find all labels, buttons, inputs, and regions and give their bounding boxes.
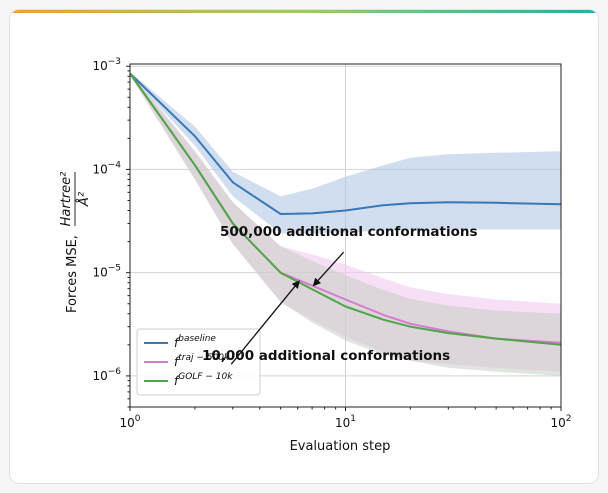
legend-label: fGOLF − 10k [174, 372, 233, 388]
confidence-band [130, 71, 561, 372]
y-tick-label: 10−4 [92, 160, 121, 176]
annotation-arrow [230, 280, 300, 365]
series-line [130, 72, 561, 346]
legend-label: fbaseline [174, 334, 216, 350]
forces-mse-chart: 100 101 102 10−3 10−4 10−5 10−6 Evaluation ste… [59, 57, 572, 454]
confidence-band [130, 71, 561, 376]
annotations: 500,000 additional conformations 10,000 a… [202, 224, 478, 365]
annotation-arrow [312, 251, 345, 287]
y-axis-label: Forces MSE, Hartree² Å² [59, 172, 92, 313]
x-tick-label: 102 [550, 414, 571, 430]
legend: fbaseline ftraj − 500k fGOLF − 10k [136, 328, 261, 396]
axis-ticks: 100 101 102 10−3 10−4 10−5 10−6 [92, 57, 571, 430]
y-axis-label-prefix: Forces MSE, [65, 235, 80, 313]
y-axis-label-denominator: Å² [76, 192, 92, 207]
x-tick-label: 101 [335, 414, 356, 430]
y-tick-label: 10−6 [92, 367, 121, 383]
confidence-band [130, 71, 561, 234]
y-axis-label-numerator: Hartree² [59, 172, 74, 227]
annotation-label: 10,000 additional conformations [202, 348, 450, 364]
x-tick-label: 100 [119, 414, 140, 430]
legend-box [136, 328, 261, 396]
y-tick-label: 10−5 [92, 264, 121, 280]
card-accent-border [10, 10, 598, 13]
series-line [130, 72, 561, 215]
figure-card: 100 101 102 10−3 10−4 10−5 10−6 Evaluation ste… [9, 9, 599, 484]
confidence-bands [130, 71, 561, 376]
legend-label: ftraj − 500k [174, 353, 230, 369]
y-tick-label: 10−3 [92, 57, 121, 73]
annotation-label: 500,000 additional conformations [220, 224, 478, 240]
x-axis-label: Evaluation step [290, 439, 391, 454]
series-lines [130, 72, 561, 346]
